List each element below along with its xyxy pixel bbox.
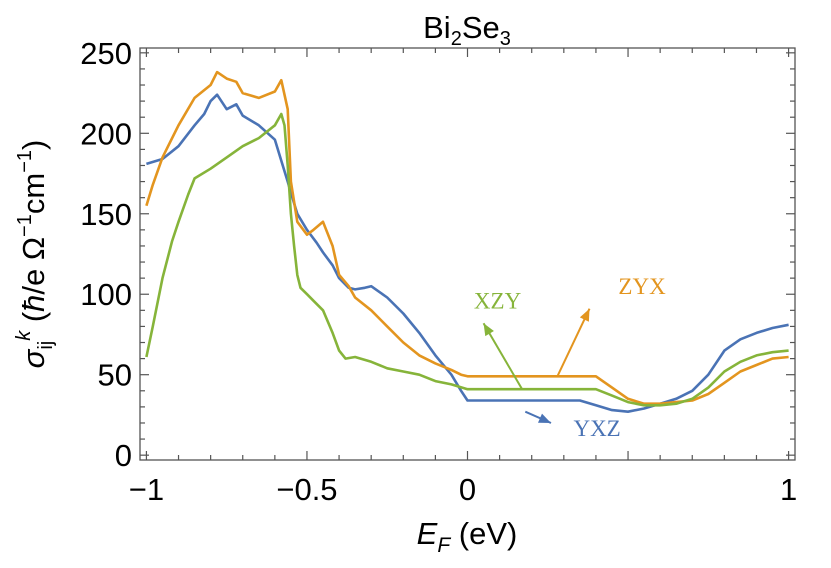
series-label-zyx: ZYX (618, 274, 666, 299)
y-tick-label: 150 (80, 197, 132, 232)
y-tick-label: 250 (80, 36, 132, 71)
annotation-arrow-xzy (482, 322, 523, 390)
x-axis-label: EF (eV) (417, 516, 518, 557)
chart-title: Bi2Se3 (423, 10, 511, 50)
x-tick-label: 1 (780, 472, 797, 507)
axis-ticks (140, 48, 795, 460)
series-layer (145, 70, 789, 413)
series-label-xzy: XZY (474, 289, 522, 314)
series-line-xzy (145, 112, 789, 407)
series-label-yxz: YXZ (573, 416, 620, 441)
y-tick-label: 0 (115, 438, 132, 473)
annotation-arrowhead-zyx (579, 308, 590, 322)
series-line-zyx (145, 70, 789, 405)
annotation-arrow-zyx (556, 308, 591, 377)
y-tick-label: 50 (98, 358, 132, 393)
y-tick-label: 200 (80, 116, 132, 151)
x-tick-label: 0 (459, 472, 476, 507)
annotation-arrowhead-yxz (537, 413, 551, 423)
x-tick-label: −0.5 (276, 472, 337, 507)
tick-labels: −1 −0.5 0 1 0 50 100 150 200 250 (80, 36, 797, 507)
annotation-arrowhead-xzy (483, 323, 494, 337)
x-tick-label: −1 (129, 472, 164, 507)
annotation-layer: YXZ ZYX XZY (474, 274, 666, 441)
y-tick-label: 100 (80, 277, 132, 312)
series-line-yxz (146, 93, 789, 413)
y-axis-label: σijk (ħ/e Ω−1cm−1) (13, 140, 57, 369)
